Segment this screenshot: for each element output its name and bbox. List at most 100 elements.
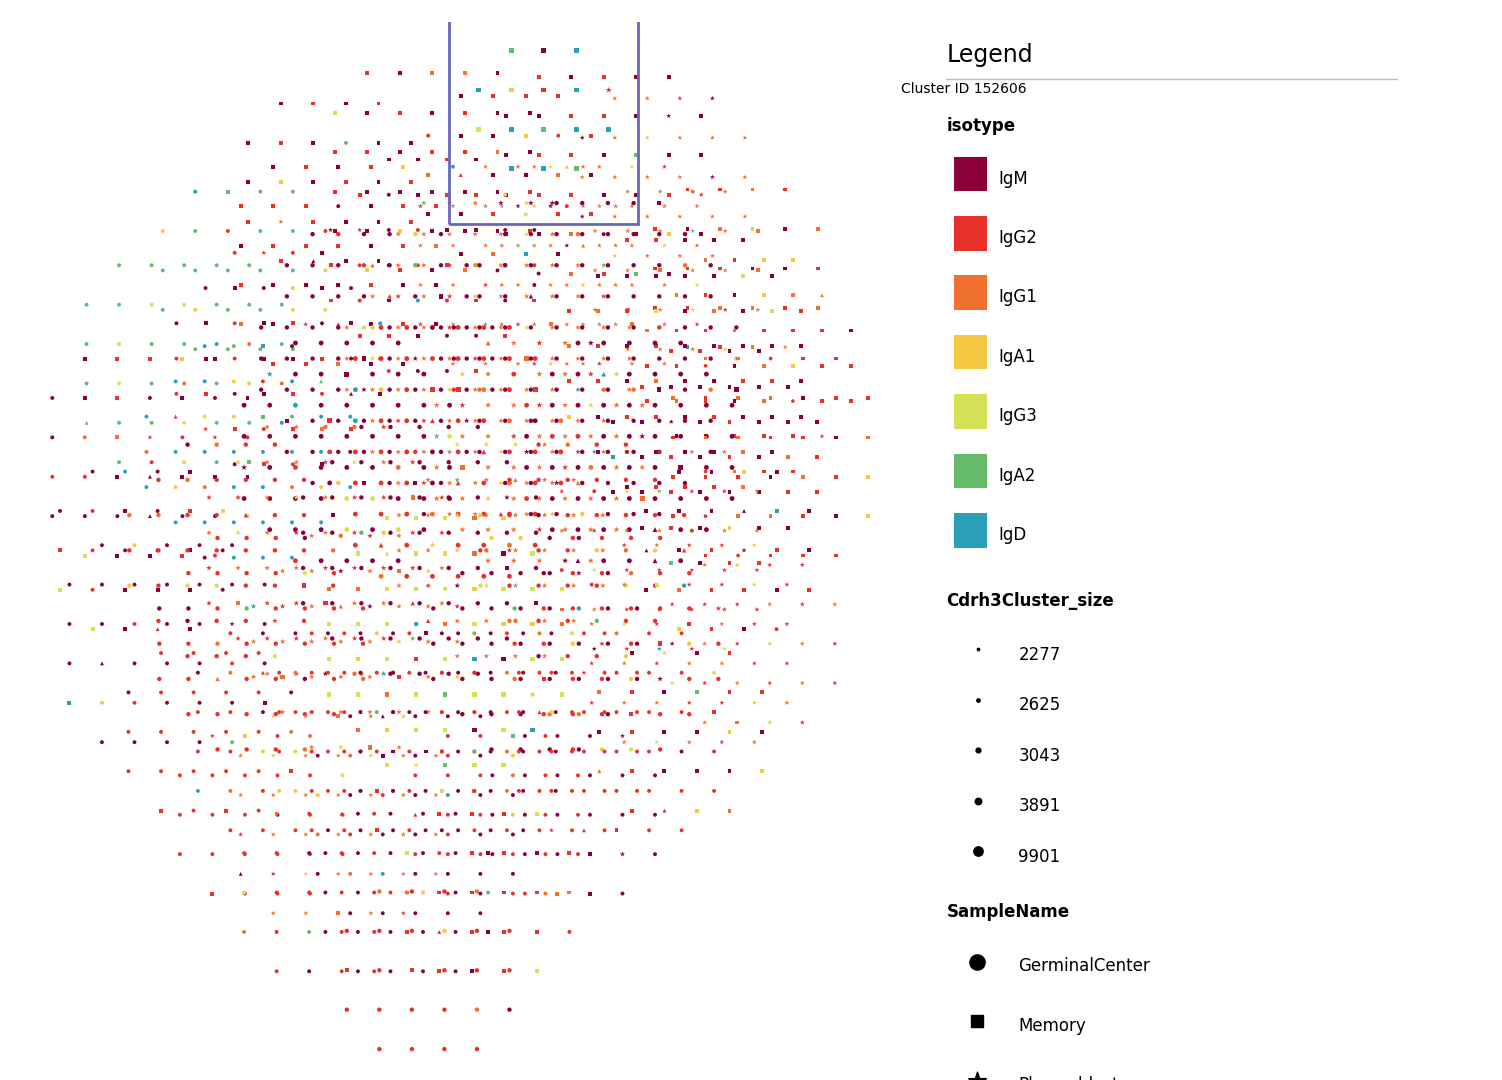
Point xyxy=(823,389,847,406)
Point xyxy=(228,276,252,294)
Point xyxy=(613,694,637,712)
Point xyxy=(436,767,460,784)
Point xyxy=(275,287,299,305)
Point xyxy=(490,474,514,491)
Point xyxy=(742,537,766,554)
Point xyxy=(309,365,333,382)
Point xyxy=(412,287,436,305)
Point xyxy=(472,381,496,399)
Point xyxy=(236,213,260,230)
Point xyxy=(463,505,487,523)
Point xyxy=(138,429,162,446)
Point xyxy=(533,727,557,744)
Point xyxy=(297,846,321,863)
Point xyxy=(673,408,697,426)
Point xyxy=(347,186,371,203)
Point xyxy=(614,232,638,249)
Point xyxy=(430,524,454,541)
Point xyxy=(377,474,401,491)
Point xyxy=(445,612,469,630)
Point xyxy=(234,529,258,546)
Point xyxy=(614,436,638,454)
Point xyxy=(614,478,638,496)
Point xyxy=(652,355,676,373)
Point xyxy=(446,624,470,642)
Point xyxy=(227,489,251,507)
Point xyxy=(315,782,339,799)
Point xyxy=(689,186,713,203)
Point xyxy=(637,703,661,720)
Point xyxy=(164,478,188,496)
Point xyxy=(596,121,620,138)
Point xyxy=(237,415,261,432)
Point xyxy=(237,336,261,353)
Point xyxy=(421,381,445,399)
Point xyxy=(560,705,584,723)
Point xyxy=(261,747,285,765)
Point xyxy=(342,418,366,435)
Point xyxy=(481,166,505,184)
Point xyxy=(966,742,990,759)
Point xyxy=(643,806,667,823)
Point xyxy=(493,413,517,430)
Point xyxy=(676,299,700,316)
Point xyxy=(357,633,382,650)
Point xyxy=(472,568,496,585)
Point xyxy=(644,267,668,284)
Point xyxy=(479,529,503,546)
Point xyxy=(466,454,490,471)
Point xyxy=(204,375,228,392)
Point xyxy=(553,552,577,569)
Point xyxy=(644,537,668,554)
Point xyxy=(416,166,440,184)
Point xyxy=(300,703,324,720)
Point xyxy=(518,443,542,460)
Point xyxy=(700,247,724,265)
Point xyxy=(252,616,276,633)
Point xyxy=(596,81,620,98)
Point xyxy=(416,669,440,686)
Point xyxy=(407,630,431,647)
Point xyxy=(527,703,551,720)
Point xyxy=(173,296,197,313)
Point xyxy=(493,381,517,399)
Point xyxy=(300,664,324,681)
Point xyxy=(314,489,338,507)
Point xyxy=(424,237,448,254)
Point xyxy=(668,490,692,508)
Point xyxy=(105,429,129,446)
Point xyxy=(523,198,547,215)
Point xyxy=(742,694,766,712)
Point xyxy=(527,365,551,382)
Point xyxy=(613,576,637,593)
Point xyxy=(449,127,473,145)
Point xyxy=(472,474,496,491)
Point xyxy=(255,454,279,471)
Point xyxy=(668,207,692,225)
Point xyxy=(521,544,545,562)
Point xyxy=(344,413,368,430)
Point xyxy=(264,565,288,582)
Point xyxy=(643,335,667,352)
Point xyxy=(436,727,460,744)
Point xyxy=(75,336,99,353)
Point xyxy=(560,664,584,681)
Point xyxy=(476,396,500,414)
Point xyxy=(395,845,419,862)
Point xyxy=(365,624,389,642)
Point xyxy=(188,654,212,672)
Point xyxy=(725,556,749,573)
Point xyxy=(560,822,584,839)
Point xyxy=(379,454,403,471)
Point xyxy=(386,257,410,274)
Point xyxy=(445,648,469,665)
Point xyxy=(673,443,697,460)
Point xyxy=(403,413,428,430)
Point xyxy=(395,568,419,585)
Point xyxy=(499,160,523,177)
Point xyxy=(403,905,428,922)
Point xyxy=(731,621,756,638)
Point xyxy=(147,671,171,688)
Point xyxy=(718,342,742,360)
Point xyxy=(713,222,737,240)
